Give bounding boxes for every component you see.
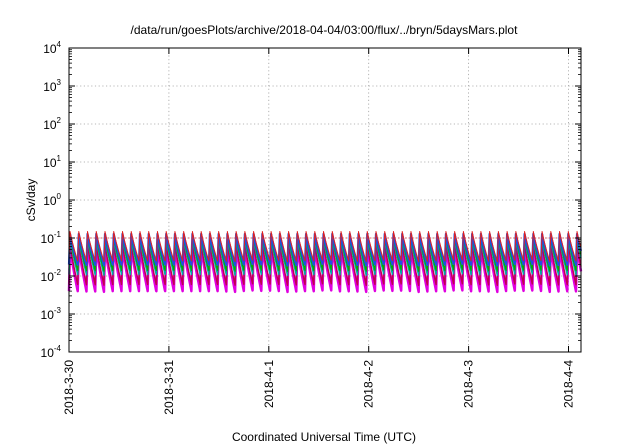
y-tick-label: 10-4 (41, 344, 62, 360)
series-layer (67, 231, 583, 294)
x-axis: 2018-3-30 2018-3-31 2018-4-1 2018-4-2 2018-4… (62, 48, 576, 415)
x-tick-label: 2018-4-3 (462, 360, 476, 408)
y-axis-label: cSv/day (24, 179, 38, 222)
y-axis: 10-4 10-3 10-2 10-1 100 101 102 103 104 (41, 40, 581, 360)
series-line (67, 232, 583, 267)
x-tick-label: 2018-4-2 (362, 360, 376, 408)
y-tick-label: 10-1 (41, 230, 62, 246)
y-tick-label: 104 (43, 40, 61, 56)
y-tick-label: 103 (43, 78, 61, 94)
x-axis-label: Coordinated Universal Time (UTC) (232, 430, 416, 444)
x-tick-label: 2018-3-31 (162, 360, 176, 415)
y-tick-label: 10-3 (41, 306, 62, 322)
y-tick-label: 101 (43, 154, 61, 170)
x-tick-label: 2018-3-30 (62, 360, 76, 415)
y-tick-label: 102 (43, 116, 61, 132)
chart-title: /data/run/goesPlots/archive/2018-04-04/0… (131, 23, 519, 37)
y-tick-label: 100 (43, 192, 61, 208)
x-tick-label: 2018-4-4 (562, 360, 576, 408)
series-line (68, 243, 582, 287)
x-tick-label: 2018-4-1 (262, 360, 276, 408)
y-tick-label: 10-2 (41, 268, 62, 284)
